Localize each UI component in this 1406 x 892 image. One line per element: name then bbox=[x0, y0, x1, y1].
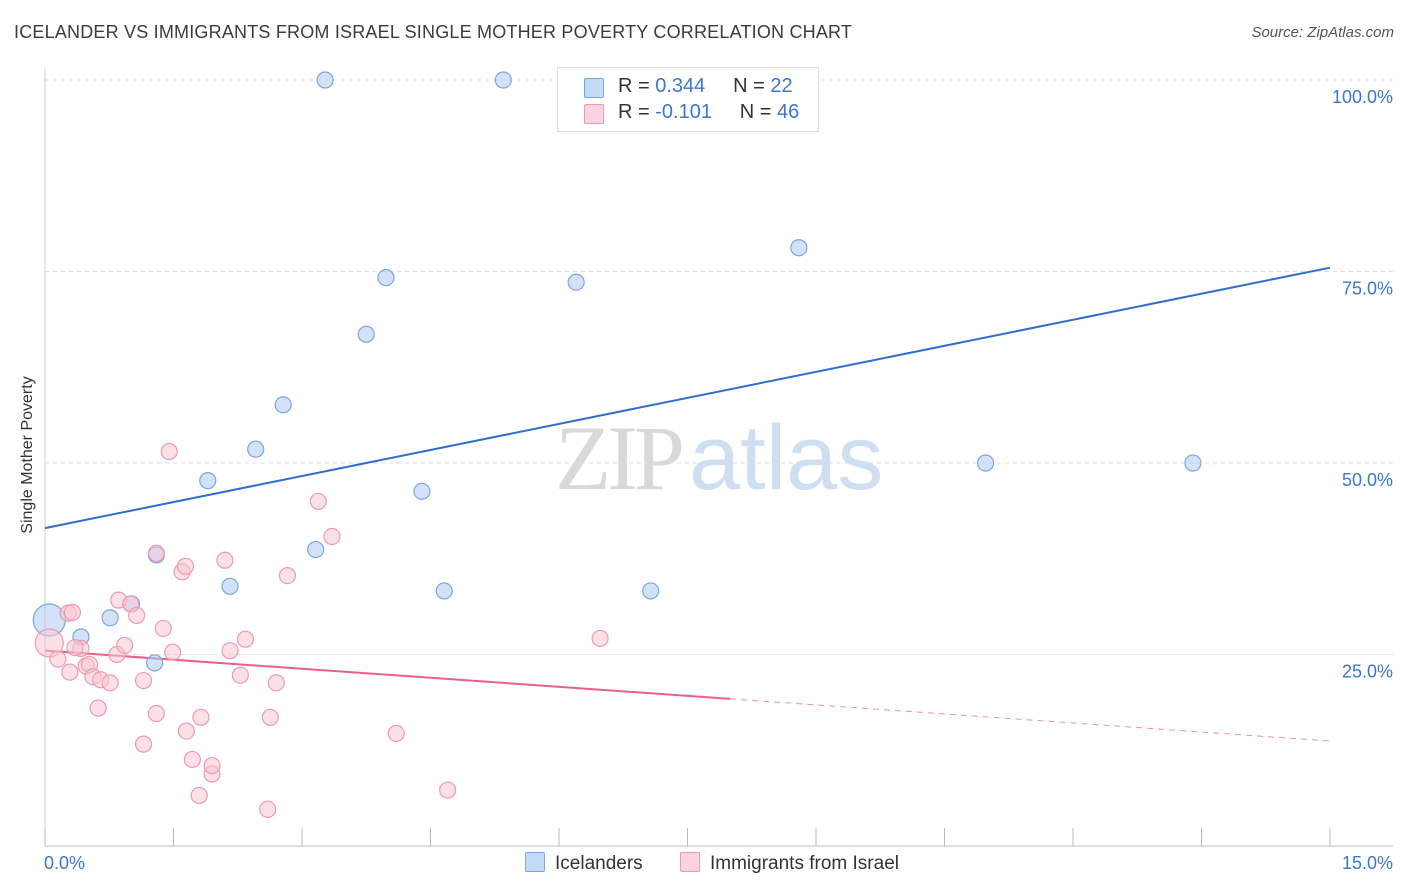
trend-line-dashed-israel bbox=[730, 698, 1331, 742]
grid-lines bbox=[45, 79, 1393, 655]
point-israel bbox=[147, 544, 165, 562]
point-israel bbox=[89, 699, 107, 717]
legend-n-label: N = bbox=[733, 75, 765, 97]
point-israel bbox=[154, 619, 172, 638]
bottom-legend-icelanders: Icelanders bbox=[525, 852, 643, 875]
point-israel bbox=[134, 735, 153, 753]
bottom-legend-swatch-israel bbox=[680, 852, 700, 872]
point-israel bbox=[221, 642, 239, 660]
data-points bbox=[32, 71, 1202, 818]
point-icelander bbox=[567, 273, 585, 291]
tick-labels: 25.0% 50.0% 75.0% 100.0% 0.0% 15.0% bbox=[44, 87, 1393, 873]
point-israel bbox=[203, 756, 221, 775]
point-icelander bbox=[642, 582, 660, 600]
point-icelander bbox=[221, 577, 239, 595]
point-israel bbox=[261, 708, 279, 726]
point-israel bbox=[164, 643, 182, 661]
y-tick-label: 75.0% bbox=[1342, 279, 1393, 299]
point-israel bbox=[387, 724, 405, 742]
legend-n-value: 22 bbox=[770, 75, 793, 97]
correlation-legend: R = 0.344 N = 22 R = -0.101 N = 46 bbox=[557, 67, 819, 132]
point-icelander bbox=[1184, 454, 1202, 472]
point-israel bbox=[63, 603, 82, 621]
point-israel bbox=[309, 492, 327, 510]
point-icelander bbox=[274, 396, 292, 414]
point-icelander bbox=[146, 654, 164, 672]
point-israel bbox=[61, 663, 79, 681]
point-icelander bbox=[316, 71, 334, 89]
point-icelander bbox=[977, 454, 995, 472]
point-israel bbox=[323, 527, 341, 546]
point-icelander bbox=[247, 440, 265, 458]
point-israel bbox=[128, 606, 146, 625]
bottom-legend-israel: Immigrants from Israel bbox=[680, 852, 899, 875]
watermark-atlas: atlas bbox=[689, 407, 884, 509]
point-icelander bbox=[357, 325, 375, 343]
point-icelander bbox=[101, 609, 119, 627]
point-israel bbox=[439, 781, 457, 799]
chart-title: ICELANDER VS IMMIGRANTS FROM ISRAEL SING… bbox=[14, 22, 853, 42]
axes bbox=[44, 68, 1393, 847]
point-israel bbox=[176, 557, 195, 576]
point-israel bbox=[101, 674, 119, 692]
legend-swatch-icelanders bbox=[584, 78, 604, 98]
legend-r-value: -0.101 bbox=[655, 101, 712, 123]
watermark-zip: ZIP bbox=[555, 407, 685, 509]
watermark: ZIPatlas bbox=[555, 405, 883, 511]
point-israel bbox=[183, 750, 201, 769]
legend-n-label: N = bbox=[739, 101, 772, 123]
x-tick-label: 15.0% bbox=[1342, 853, 1393, 873]
point-israel bbox=[216, 551, 234, 569]
point-israel bbox=[66, 639, 84, 657]
x-tick-label: 0.0% bbox=[44, 853, 85, 873]
y-tick-label: 100.0% bbox=[1332, 87, 1393, 107]
point-israel bbox=[190, 786, 208, 805]
point-israel bbox=[177, 722, 195, 740]
legend-n-value: 46 bbox=[777, 101, 800, 123]
legend-r-label: R = bbox=[618, 101, 650, 123]
point-israel bbox=[147, 704, 165, 723]
point-israel bbox=[259, 800, 277, 818]
trend-line-icelander bbox=[44, 266, 1331, 530]
point-israel bbox=[591, 629, 609, 648]
point-icelander bbox=[790, 239, 808, 257]
y-tick-label: 25.0% bbox=[1342, 662, 1393, 682]
point-israel bbox=[231, 666, 249, 684]
point-israel bbox=[278, 567, 297, 585]
chart-source: Source: ZipAtlas.com bbox=[1251, 24, 1394, 41]
legend-r-value: 0.344 bbox=[655, 75, 706, 97]
y-tick-label: 50.0% bbox=[1342, 470, 1393, 490]
bottom-legend-swatch-icelanders bbox=[525, 852, 545, 872]
point-israel bbox=[34, 628, 64, 658]
point-icelander bbox=[435, 582, 453, 600]
bottom-legend-label-icelanders: Icelanders bbox=[555, 853, 643, 874]
point-icelander bbox=[413, 482, 431, 500]
legend-swatch-israel bbox=[584, 104, 604, 124]
point-israel bbox=[116, 636, 134, 654]
point-icelander bbox=[494, 71, 512, 89]
point-israel bbox=[160, 442, 178, 461]
point-israel bbox=[192, 708, 210, 726]
point-icelander bbox=[199, 472, 217, 490]
legend-r-label: R = bbox=[618, 75, 650, 97]
bottom-legend-label-israel: Immigrants from Israel bbox=[710, 853, 899, 874]
point-israel bbox=[236, 630, 255, 648]
point-israel bbox=[267, 674, 285, 692]
point-israel bbox=[134, 671, 153, 690]
point-icelander bbox=[307, 540, 325, 559]
point-icelander bbox=[377, 269, 395, 287]
point-israel bbox=[49, 650, 67, 668]
